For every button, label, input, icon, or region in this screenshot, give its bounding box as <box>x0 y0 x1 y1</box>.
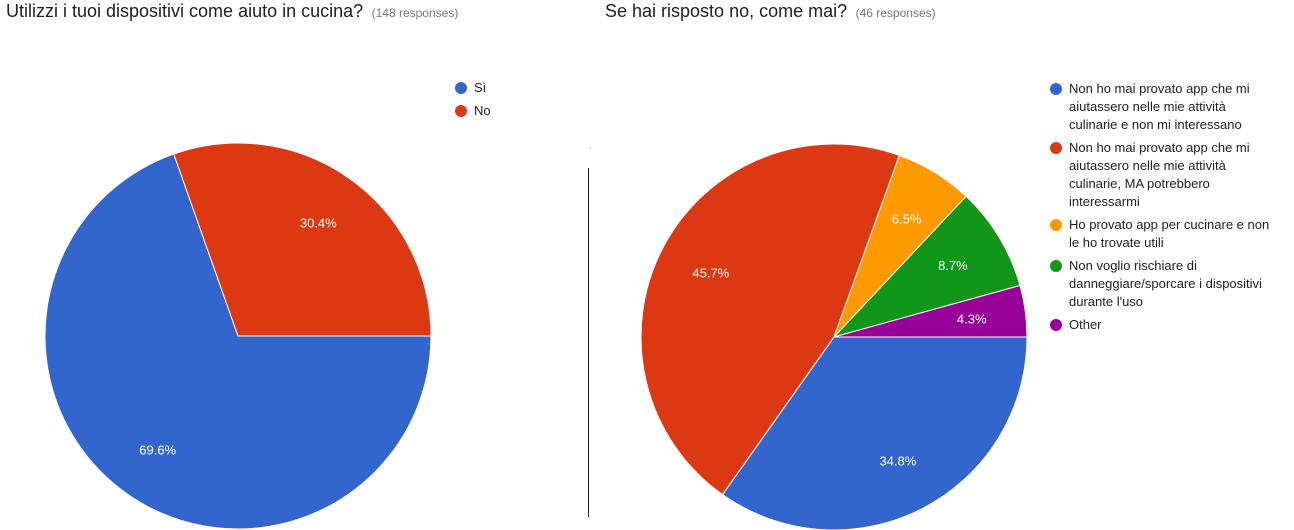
chart-title-right: Se hai risposto no, come mai? (46 respon… <box>605 0 936 24</box>
pie-slice-left-0 <box>44 153 432 530</box>
legend-label: No <box>474 103 491 118</box>
pie-slice-label-right-1: 45.7% <box>692 266 729 281</box>
pie-slice-right-1 <box>640 143 901 496</box>
pie-slice-left-1 <box>173 142 432 337</box>
chart-divider <box>588 168 589 517</box>
pie-slice-right-3 <box>832 195 1021 338</box>
legend-swatch-icon <box>455 82 467 94</box>
divider-mark <box>590 147 591 148</box>
legend-item-left-1: No <box>455 102 575 120</box>
legend-label: Ho provato app per cucinare e non le ho … <box>1069 217 1270 250</box>
legend-item-right-1: Non ho mai provato app che mi aiutassero… <box>1050 139 1270 211</box>
chart-question-left: Utilizzi i tuoi dispositivi come aiuto i… <box>6 1 364 21</box>
legend-item-right-0: Non ho mai provato app che mi aiutassero… <box>1050 80 1270 134</box>
pie-slice-label-right-2: 6.5% <box>892 212 922 227</box>
pie-slice-right-4 <box>833 284 1028 338</box>
legend-item-right-2: Ho provato app per cucinare e non le ho … <box>1050 216 1270 252</box>
legend-swatch-icon <box>1050 142 1062 154</box>
pie-slice-right-0 <box>721 336 1028 530</box>
legend-label: Non voglio rischiare di danneggiare/spor… <box>1069 258 1262 309</box>
legend-item-right-4: Other <box>1050 316 1270 334</box>
legend-label: Sì <box>474 80 487 95</box>
legend-label: Non ho mai provato app che mi aiutassero… <box>1069 140 1250 209</box>
legend-item-left-0: Sì <box>455 79 575 97</box>
legend-swatch-icon <box>1050 260 1062 272</box>
pie-slice-label-left-1: 30.4% <box>300 216 337 231</box>
legend-swatch-icon <box>455 105 467 117</box>
response-count-left: (148 responses) <box>371 6 459 20</box>
pie-slice-label-right-4: 4.3% <box>957 311 987 326</box>
legend-label: Non ho mai provato app che mi aiutassero… <box>1069 81 1250 132</box>
pie-slice-label-right-0: 34.8% <box>879 453 916 468</box>
pie-slice-label-right-3: 8.7% <box>938 258 968 273</box>
chart-question-right: Se hai risposto no, come mai? <box>605 1 848 21</box>
legend-label: Other <box>1069 317 1102 332</box>
legend-item-right-3: Non voglio rischiare di danneggiare/spor… <box>1050 257 1270 311</box>
chart-title-left: Utilizzi i tuoi dispositivi come aiuto i… <box>6 0 458 24</box>
pie-slice-label-left-0: 69.6% <box>139 442 176 457</box>
response-count-right: (46 responses) <box>855 6 936 20</box>
legend-right: Non ho mai provato app che mi aiutassero… <box>1050 80 1270 339</box>
legend-left: Sì No <box>455 79 575 125</box>
legend-swatch-icon <box>1050 319 1062 331</box>
legend-swatch-icon <box>1050 219 1062 231</box>
legend-swatch-icon <box>1050 83 1062 95</box>
